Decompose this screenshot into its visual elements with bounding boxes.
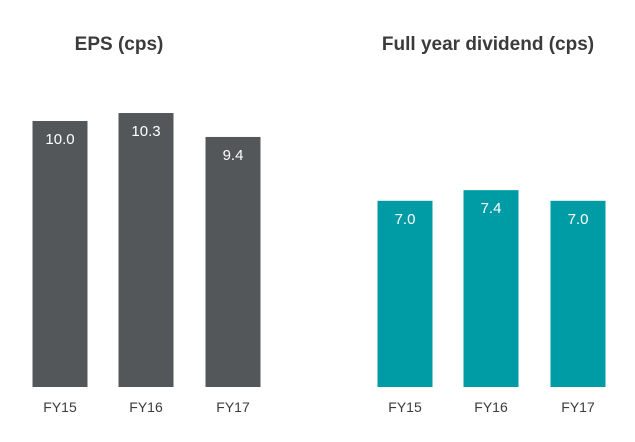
dividend-bar-fy17 [550, 200, 606, 387]
dividend-chart-title: Full year dividend (cps) [382, 34, 594, 55]
eps-value-label-fy17: 9.4 [223, 147, 244, 164]
eps-tick-label-fy15: FY15 [43, 399, 77, 415]
eps-chart-title: EPS (cps) [75, 34, 164, 55]
eps-tick-label-fy17: FY17 [216, 399, 250, 415]
eps-bars: 10.0 FY15 10.3 FY16 9.4 FY17 [32, 113, 261, 415]
eps-bar-fy17 [205, 136, 261, 387]
dividend-value-label-fy17: 7.0 [568, 211, 589, 228]
eps-chart: EPS (cps) 10.0 FY15 10.3 FY16 9.4 FY17 [32, 34, 261, 415]
dividend-bar-fy16 [463, 190, 519, 387]
eps-value-label-fy15: 10.0 [45, 131, 74, 148]
dividend-value-label-fy15: 7.0 [395, 211, 416, 228]
dividend-tick-label-fy15: FY15 [388, 399, 422, 415]
dividend-chart: Full year dividend (cps) 7.0FY157.4FY167… [377, 34, 606, 415]
dividend-tick-label-fy17: FY17 [561, 399, 595, 415]
dividend-bar-fy15 [377, 200, 433, 387]
eps-bar-fy16 [118, 113, 174, 388]
eps-value-label-fy16: 10.3 [131, 123, 160, 140]
eps-bar-fy15 [32, 121, 88, 387]
dividend-tick-label-fy16: FY16 [474, 399, 508, 415]
eps-tick-label-fy16: FY16 [129, 399, 163, 415]
dividend-value-label-fy16: 7.4 [481, 200, 502, 217]
dividend-bars: 7.0 FY15 7.4 FY16 7.0 FY17 [377, 190, 606, 415]
